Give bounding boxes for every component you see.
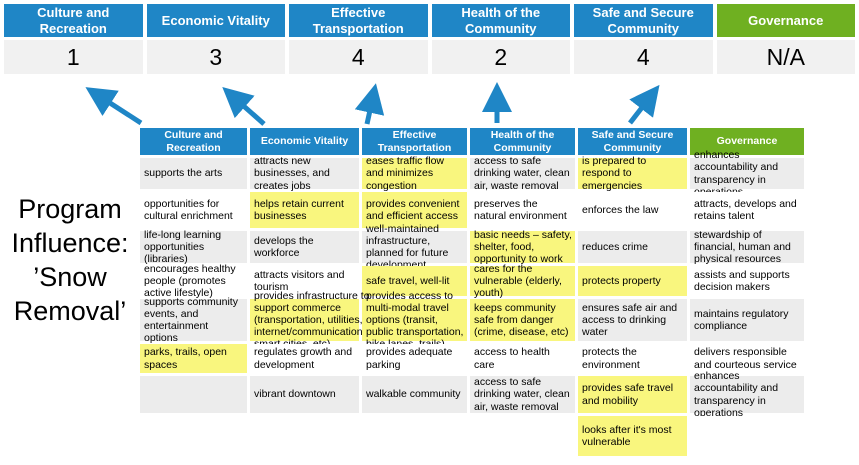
priority-score-culture-and-recreation: 1: [4, 40, 143, 74]
priority-header-governance: Governance: [716, 4, 855, 37]
matrix-cell-ensures-safe-air-and-access-to-drinking-water: ensures safe air and access to drinking …: [578, 299, 687, 341]
matrix-header-health-of-the-community: Health of the Community: [470, 128, 575, 155]
arrow-icon: [85, 81, 660, 126]
matrix-cell-keeps-community-safe-from-danger-crime-disease-etc: keeps community safe from danger (crime,…: [470, 299, 575, 341]
matrix-cell-eases-traffic-flow-and-minimizes-congestion: eases traffic flow and minimizes congest…: [362, 155, 467, 192]
matrix-cell-attracts-develops-and-retains-talent: attracts, develops and retains talent: [690, 192, 804, 228]
matrix-cell-safe-travel-well-lit: safe travel, well-lit: [362, 266, 467, 296]
matrix-cell-helps-retain-current-businesses: helps retain current businesses: [250, 192, 359, 228]
matrix-header-culture-and-recreation: Culture and Recreation: [140, 128, 247, 155]
program-title-line: ’Snow: [33, 262, 107, 292]
matrix-cell-assists-and-supports-decision-makers: assists and supports decision makers: [690, 266, 804, 296]
matrix-cell-parks-trails-open-spaces: parks, trails, open spaces: [140, 344, 247, 373]
matrix-cell-empty: [690, 416, 804, 456]
program-title-line: Influence:: [11, 228, 129, 258]
matrix-cell-maintains-regulatory-compliance: maintains regulatory compliance: [690, 299, 804, 341]
matrix-header-governance: Governance: [690, 128, 804, 155]
matrix-cell-attracts-visitors-and-tourism: attracts visitors and tourism: [250, 266, 359, 296]
program-title-line: Removal’: [13, 296, 127, 326]
matrix-cell-provides-access-to-multi-modal-travel-options-transit-public-transportation-bike-lanes-trails: provides access to multi-modal travel op…: [362, 290, 467, 350]
priority-score-economic-vitality: 3: [146, 40, 285, 74]
matrix-cell-protects-property: protects property: [578, 266, 687, 296]
priority-header-health-of-the-community: Health of the Community: [431, 4, 570, 37]
matrix-cell-stewardship-of-financial-human-and-physical-resources: stewardship of financial, human and phys…: [690, 229, 804, 265]
priority-score-safe-and-secure-community: 4: [574, 40, 713, 74]
matrix-cell-delivers-responsible-and-courteous-service: delivers responsible and courteous servi…: [690, 344, 804, 373]
matrix-cell-access-to-health-care: access to health care: [470, 344, 575, 373]
matrix-cell-provides-adequate-parking: provides adequate parking: [362, 344, 467, 373]
matrix-cell-looks-after-it-s-most-vulnerable: looks after it's most vulnerable: [578, 416, 687, 456]
program-title: Program Influence: ’Snow Removal’: [0, 192, 140, 328]
matrix-cell-opportunities-for-cultural-enrichment: opportunities for cultural enrichment: [140, 192, 247, 228]
matrix-cell-empty: [140, 416, 247, 456]
matrix-cell-attracts-new-businesses-and-creates-jobs: attracts new businesses, and creates job…: [250, 155, 359, 192]
priority-score-governance: N/A: [716, 40, 855, 74]
matrix-cell-enhances-accountability-and-transparency-in-operations: enhances accountability and transparency…: [690, 370, 804, 419]
program-title-line: Program: [18, 194, 122, 224]
priority-header-effective-transportation: Effective Transportation: [289, 4, 428, 37]
priority-score-row: 1 3 4 2 4 N/A: [4, 40, 855, 74]
matrix-cell-empty: [362, 416, 467, 456]
matrix-cell-access-to-safe-drinking-water-clean-air-waste-removal: access to safe drinking water, clean air…: [470, 155, 575, 192]
matrix-cell-reduces-crime: reduces crime: [578, 231, 687, 263]
priorities-matrix: Culture and Recreation Economic Vitality E…: [140, 128, 804, 456]
matrix-cell-vibrant-downtown: vibrant downtown: [250, 376, 359, 413]
matrix-cell-regulates-growth-and-development: regulates growth and development: [250, 344, 359, 373]
matrix-cell-provides-safe-travel-and-mobility: provides safe travel and mobility: [578, 376, 687, 413]
matrix-cell-basic-needs-safety-shelter-food-opportunity-to-work: basic needs – safety, shelter, food, opp…: [470, 229, 575, 265]
matrix-cell-encourages-healthy-people-promotes-active-lifestyle: encourages healthy people (promotes acti…: [140, 263, 247, 299]
matrix-cell-well-maintained-infrastructure-planned-for-future-development: well-maintained infrastructure, planned …: [362, 223, 467, 271]
matrix-header-effective-transportation: Effective Transportation: [362, 128, 467, 155]
matrix-cell-enhances-accountability-and-transparency-in-operations: enhances accountability and transparency…: [690, 149, 804, 198]
priority-score-effective-transportation: 4: [289, 40, 428, 74]
matrix-cell-provides-convenient-and-efficient-access: provides convenient and efficient access: [362, 192, 467, 228]
priority-header-economic-vitality: Economic Vitality: [146, 4, 285, 37]
matrix-cell-protects-the-environment: protects the environment: [578, 344, 687, 373]
matrix-cell-cares-for-the-vulnerable-elderly-youth: cares for the vulnerable (elderly, youth…: [470, 263, 575, 299]
matrix-cell-provides-infrastructure-to-support-commerce-transportation-utilities-internet-communications-smart-cities-etc: provides infrastructure to support comme…: [250, 290, 371, 350]
matrix-header-economic-vitality: Economic Vitality: [250, 128, 359, 155]
matrix-cell-empty: [140, 376, 247, 413]
matrix-cell-access-to-safe-drinking-water-clean-air-waste-removal: access to safe drinking water, clean air…: [470, 376, 575, 413]
matrix-cell-preserves-the-natural-environment: preserves the natural environment: [470, 192, 575, 228]
matrix-cell-enforces-the-law: enforces the law: [578, 192, 687, 228]
priority-header-row: Culture and Recreation Economic Vitality E…: [4, 4, 855, 37]
matrix-cell-supports-community-events-and-entertainment-options: supports community events, and entertain…: [140, 296, 247, 344]
priority-header-culture-and-recreation: Culture and Recreation: [4, 4, 143, 37]
matrix-cell-supports-the-arts: supports the arts: [140, 158, 247, 189]
matrix-cell-empty: [250, 416, 359, 456]
matrix-cell-develops-the-workforce: develops the workforce: [250, 231, 359, 263]
matrix-cell-is-prepared-to-respond-to-emergencies: is prepared to respond to emergencies: [578, 155, 687, 192]
priority-header-safe-and-secure-community: Safe and Secure Community: [574, 4, 713, 37]
matrix-header-safe-and-secure-community: Safe and Secure Community: [578, 128, 687, 155]
matrix-cell-life-long-learning-opportunities-libraries: life-long learning opportunities (librar…: [140, 229, 247, 265]
matrix-cell-empty: [470, 416, 575, 456]
matrix-cell-walkable-community: walkable community: [362, 376, 467, 413]
priority-score-health-of-the-community: 2: [431, 40, 570, 74]
